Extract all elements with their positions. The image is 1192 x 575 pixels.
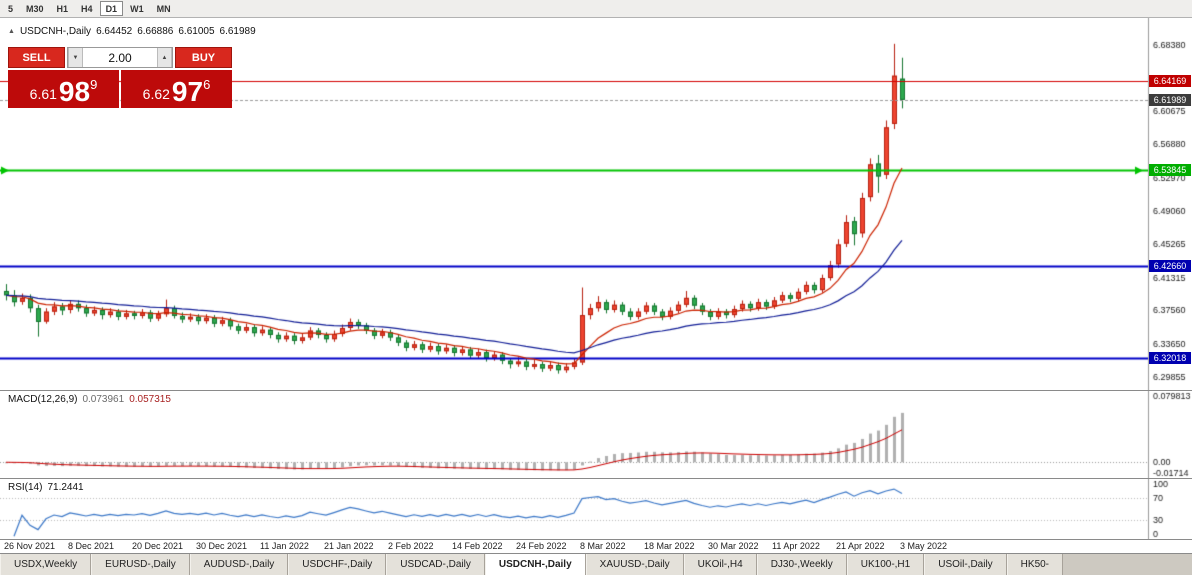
timeframe-button-group: 5 M30 H1 H4 D1 W1 MN [2, 1, 178, 16]
ask-price-point: 6 [203, 77, 211, 92]
price-level-tag: 6.32018 [1149, 351, 1191, 364]
low-value: 6.61005 [178, 26, 215, 37]
chart-tab-eurusd-daily[interactable]: EURUSD-,Daily [91, 554, 190, 575]
time-axis[interactable]: 26 Nov 2021 8 Dec 2021 20 Dec 2021 30 Dec 2… [0, 540, 1148, 553]
date-axis-label: 2 Feb 2022 [388, 541, 434, 551]
bid-price-display[interactable]: 6.61 98 9 [8, 70, 119, 108]
date-axis-label: 20 Dec 2021 [132, 541, 184, 551]
one-click-collapse-icon[interactable]: ▲ [8, 28, 15, 35]
date-axis-label: 3 May 2022 [900, 541, 948, 551]
timeframe-button-h4[interactable]: H4 [81, 3, 93, 14]
timeframe-button-w1[interactable]: W1 [130, 3, 144, 14]
panel-separator[interactable] [0, 539, 1192, 540]
timeframe-button-mn[interactable]: MN [156, 3, 171, 14]
symbol-period-label: USDCNH-,Daily [19, 26, 92, 37]
bid-price-point: 9 [90, 77, 98, 92]
volume-increase-button[interactable]: ▲ [157, 48, 172, 67]
price-level-tag: 6.53845 [1149, 164, 1191, 177]
chart-tab-usoil-daily[interactable]: USOil-,Daily [924, 554, 1007, 575]
timeframe-toolbar: 5 M30 H1 H4 D1 W1 MN [0, 0, 1192, 18]
chart-tab-uk100-h1[interactable]: UK100-,H1 [846, 554, 925, 575]
chart-tab-hk50[interactable]: HK50- [1006, 554, 1064, 575]
date-axis-label: 8 Dec 2021 [68, 541, 115, 551]
timeframe-button-5[interactable]: 5 [8, 3, 14, 14]
macd-signal-value: 0.057315 [129, 394, 171, 405]
chart-tab-ukoil-h4[interactable]: UKOil-,H4 [683, 554, 757, 575]
chart-tab-usdcad-daily[interactable]: USDCAD-,Daily [386, 554, 485, 575]
date-axis-label: 14 Feb 2022 [452, 541, 503, 551]
chart-tab-xauusd-daily[interactable]: XAUUSD-,Daily [585, 554, 684, 575]
ask-price-prefix: 6.62 [142, 86, 170, 102]
panel-separator[interactable] [0, 390, 1192, 391]
macd-label: MACD(12,26,9) [8, 394, 78, 405]
timeframe-button-m30[interactable]: M30 [26, 3, 44, 14]
rsi-panel-header: RSI(14) 71.2441 [8, 482, 84, 493]
date-axis-label: 8 Mar 2022 [580, 541, 626, 551]
chart-ohlc-header: ▲ USDCNH-,Daily 6.64452 6.66886 6.61005 … [8, 26, 256, 37]
price-level-tag: 6.42660 [1149, 260, 1191, 273]
volume-stepper: ▼ ▲ [67, 47, 173, 68]
price-level-tag: 6.61989 [1149, 93, 1191, 106]
price-level-tag: 6.64169 [1149, 75, 1191, 88]
ask-price-display[interactable]: 6.62 97 6 [121, 70, 232, 108]
chart-tab-audusd-daily[interactable]: AUDUSD-,Daily [189, 554, 289, 575]
timeframe-button-d1[interactable]: D1 [99, 1, 124, 16]
date-axis-label: 24 Feb 2022 [516, 541, 567, 551]
chart-tab-usdx-weekly[interactable]: USDX,Weekly [0, 554, 92, 575]
close-value: 6.61989 [219, 26, 256, 37]
ask-price-pips: 97 [171, 76, 204, 107]
buy-button[interactable]: BUY [175, 47, 232, 68]
date-axis-label: 11 Apr 2022 [772, 541, 820, 551]
panel-separator[interactable] [0, 478, 1192, 479]
rsi-indicator-canvas[interactable] [0, 479, 1192, 539]
date-axis-label: 30 Dec 2021 [196, 541, 248, 551]
chart-tab-bar: USDX,Weekly EURUSD-,Daily AUDUSD-,Daily USD… [0, 553, 1192, 575]
bid-price-prefix: 6.61 [29, 86, 57, 102]
volume-input[interactable] [83, 48, 157, 67]
date-axis-label: 18 Mar 2022 [644, 541, 695, 551]
date-axis-label: 26 Nov 2021 [4, 541, 56, 551]
macd-panel-header: MACD(12,26,9) 0.073961 0.057315 [8, 394, 171, 405]
chart-window: ▲ USDCNH-,Daily 6.64452 6.66886 6.61005 … [0, 18, 1192, 553]
chart-tab-dj30-weekly[interactable]: DJ30-,Weekly [756, 554, 847, 575]
macd-main-value: 0.073961 [82, 394, 125, 405]
volume-decrease-button[interactable]: ▼ [68, 48, 83, 67]
rsi-label: RSI(14) [8, 482, 43, 493]
rsi-value: 71.2441 [47, 482, 84, 493]
macd-indicator-canvas[interactable] [0, 391, 1192, 478]
date-axis-label: 11 Jan 2022 [260, 541, 309, 551]
timeframe-button-h1[interactable]: H1 [56, 3, 69, 14]
chart-tab-usdcnh-daily[interactable]: USDCNH-,Daily [484, 554, 586, 575]
open-value: 6.64452 [96, 26, 133, 37]
high-value: 6.66886 [137, 26, 174, 37]
chart-tab-usdchf-daily[interactable]: USDCHF-,Daily [288, 554, 387, 575]
bid-price-pips: 98 [58, 76, 91, 107]
date-axis-label: 21 Jan 2022 [324, 541, 374, 551]
date-axis-label: 21 Apr 2022 [836, 541, 885, 551]
date-axis-label: 30 Mar 2022 [708, 541, 759, 551]
sell-button[interactable]: SELL [8, 47, 65, 68]
